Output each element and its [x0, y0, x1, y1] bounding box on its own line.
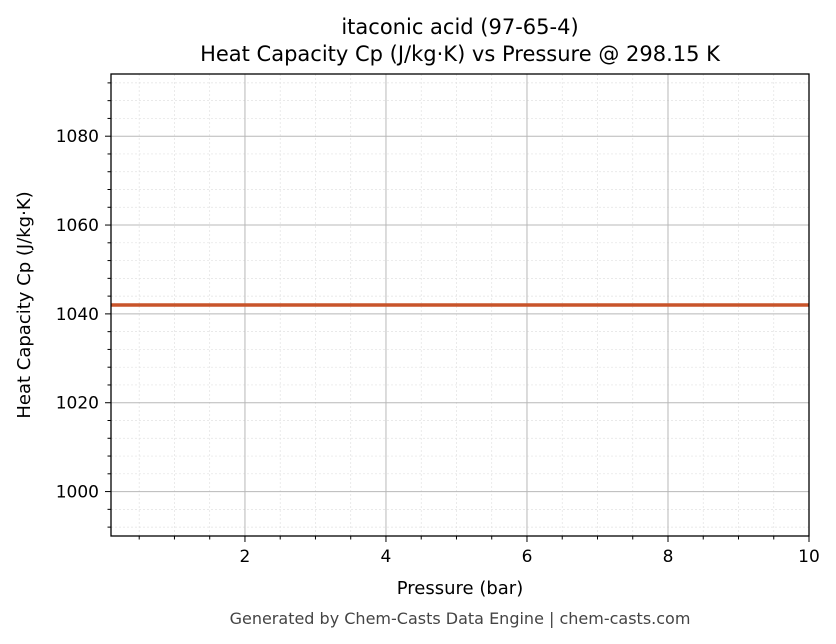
plot-frame — [110, 73, 810, 537]
y-axis-label: Heat Capacity Cp (J/kg·K) — [14, 191, 35, 418]
x-axis-label: Pressure (bar) — [397, 578, 523, 599]
minor-grid — [111, 74, 809, 536]
x-tick-label: 4 — [381, 547, 392, 567]
y-tick-label: 1080 — [56, 127, 99, 147]
ticks-layer: 2 4 6 8 10 1000 1020 1040 1060 1080 — [56, 82, 820, 567]
x-tick-label: 10 — [798, 547, 820, 567]
chart-title: itaconic acid (97-65-4) — [341, 15, 578, 39]
x-tick-label: 8 — [663, 547, 674, 567]
y-tick-label: 1060 — [56, 216, 99, 236]
chart-subtitle: Heat Capacity Cp (J/kg·K) vs Pressure @ … — [200, 42, 721, 66]
y-tick-label: 1040 — [56, 305, 99, 325]
footer-credit: Generated by Chem-Casts Data Engine | ch… — [230, 609, 691, 628]
x-tick-label: 2 — [240, 547, 251, 567]
y-tick-label: 1020 — [56, 394, 99, 414]
y-tick-label: 1000 — [56, 483, 99, 503]
x-tick-label: 6 — [522, 547, 533, 567]
